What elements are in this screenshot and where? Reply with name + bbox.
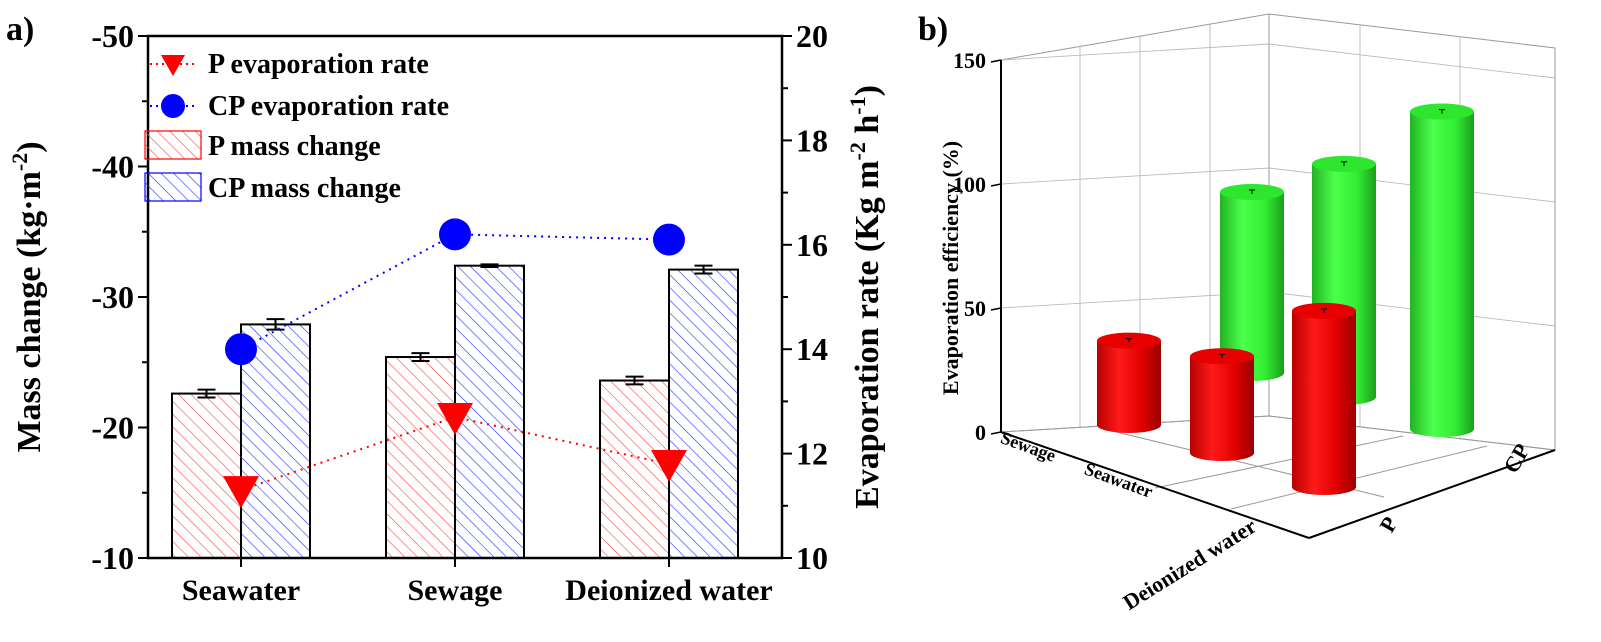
lines-group <box>223 218 687 509</box>
category-label-sewage: Sewage <box>998 427 1058 465</box>
data-point-triangle <box>651 450 687 483</box>
x-tick-label: Seawater <box>182 574 300 607</box>
bar-p-seawater <box>171 392 242 559</box>
legend-item-p-mass-change: P mass change <box>144 130 381 162</box>
series-line <box>240 233 670 351</box>
panel-a-chart: -10 -20 -30 -40 -50 10 12 14 16 18 20 Seawater Sew… <box>7 18 886 607</box>
cylinder-body <box>1220 191 1284 381</box>
cylinder-p-seawater <box>1190 348 1254 461</box>
y-tick-label-right: 10 <box>796 540 828 576</box>
triangle-down-icon <box>161 55 185 76</box>
y-tick-label-left: -30 <box>91 279 134 315</box>
y-tick-label-right: 20 <box>796 18 828 54</box>
hatch-swatch-icon <box>144 130 202 160</box>
y-tick-label-right: 16 <box>796 227 828 263</box>
cylinder-p-deionized-water <box>1292 302 1356 495</box>
data-point-circle <box>653 223 685 256</box>
legend-label: CP evaporation rate <box>208 91 449 122</box>
hatch-swatch-icon <box>144 172 202 202</box>
cylinder-cp-sewage <box>1220 183 1284 381</box>
cylinders-group <box>1097 103 1474 495</box>
y-axis-right-title: Evaporation rate (Kg m-2 h-1) <box>845 85 886 509</box>
y-tick-label-left: -10 <box>91 540 134 576</box>
series-label-p: P <box>1374 512 1402 536</box>
y-axis-left-title: Mass change (kg·m-2) <box>7 141 48 452</box>
category-label-deionized-water: Deionized water <box>1118 513 1260 615</box>
data-point-triangle <box>223 476 259 509</box>
data-point-circle <box>439 218 471 251</box>
legend-label: CP mass change <box>208 173 401 204</box>
grid-line <box>1000 43 1556 79</box>
data-point-triangle <box>437 403 473 436</box>
y-tick-label-right: 14 <box>796 331 828 367</box>
bar-p-sewage <box>385 356 456 559</box>
left-axis: -10 -20 -30 -40 -50 <box>91 18 148 576</box>
z-tick-label: 100 <box>953 172 986 197</box>
z-tick <box>990 431 1002 435</box>
series-label-cp: CP <box>1498 439 1534 477</box>
y-tick-label-right: 18 <box>796 122 828 158</box>
legend-item-cp-mass-change: CP mass change <box>144 172 401 204</box>
y-tick-label-left: -50 <box>91 18 134 54</box>
panel-b-label: b) <box>918 11 948 48</box>
axes <box>1000 60 1556 539</box>
bar-cp-deionized-water <box>668 268 739 559</box>
bar-p-deionized-water <box>599 379 670 559</box>
z-tick-label: 0 <box>975 420 986 445</box>
z-tick <box>990 307 1002 311</box>
z-tick-label: 150 <box>953 48 986 73</box>
z-axis-title: Evaporation efficiency (%) <box>938 141 963 395</box>
category-label-seawater: Seawater <box>1082 459 1156 502</box>
data-point-circle <box>225 333 257 366</box>
x-tick-label: Deionized water <box>565 574 772 607</box>
legend-label: P mass change <box>208 131 381 162</box>
legend-label: P evaporation rate <box>208 49 429 80</box>
z-tick <box>990 59 1002 63</box>
cylinder-body <box>1097 340 1161 433</box>
z-tick-label: 50 <box>964 296 986 321</box>
cylinder-body <box>1292 310 1356 495</box>
circle-icon <box>161 94 185 118</box>
y-tick-label-right: 12 <box>796 436 828 472</box>
y-tick-label-left: -40 <box>91 149 134 185</box>
legend-item-p-evaporation-rate: P evaporation rate <box>150 49 429 80</box>
legend: P evaporation rate CP evaporation rate P… <box>144 49 449 204</box>
bars-group <box>171 263 739 559</box>
right-axis: 10 12 14 16 18 20 <box>782 18 828 576</box>
panel-a-label: a) <box>6 11 34 48</box>
series-line <box>240 416 670 492</box>
bar-cp-seawater <box>240 323 311 559</box>
cylinder-body <box>1190 356 1254 461</box>
panel-b-chart: 0 50 100 150 Evaporation efficiency (%) Sew… <box>938 13 1556 615</box>
cylinder-p-sewage <box>1097 332 1161 433</box>
x-tick-label: Sewage <box>408 574 503 607</box>
cylinder-body <box>1410 111 1474 437</box>
legend-item-cp-evaporation-rate: CP evaporation rate <box>150 91 449 122</box>
y-tick-label-left: -20 <box>91 410 134 446</box>
x-axis: Seawater Sewage Deionized water <box>182 558 773 607</box>
z-tick <box>990 183 1002 187</box>
z-axis: 0 50 100 150 <box>953 48 1002 445</box>
cylinder-cp-deionized-water <box>1410 103 1474 437</box>
